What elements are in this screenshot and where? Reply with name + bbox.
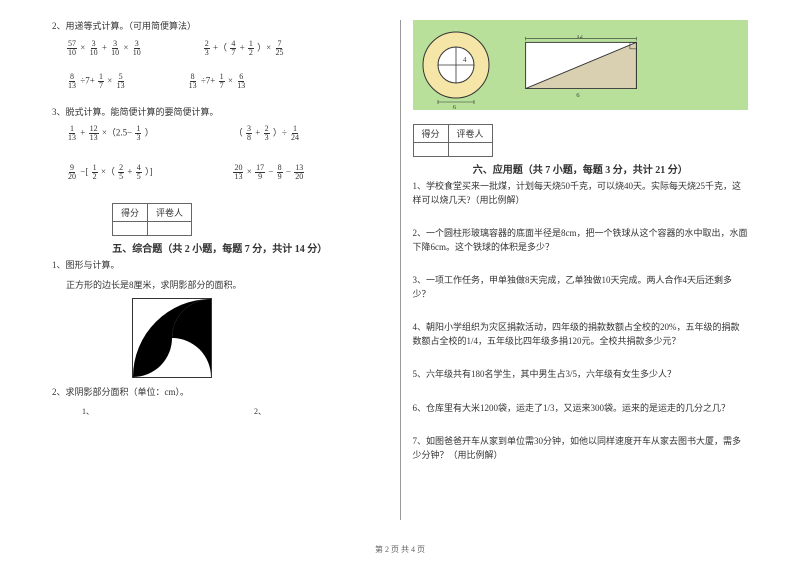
score-h2-r: 评卷人 <box>448 125 492 143</box>
geometry-panel: 4 6 12 6 <box>413 20 749 110</box>
score-table-left: 得分评卷人 <box>112 203 192 236</box>
score-h1: 得分 <box>113 204 148 222</box>
q2-expr-d: 813 ÷7+ 17 × 613 <box>187 73 248 90</box>
q2-title: 2、用递等式计算。（可用简便算法） <box>52 20 388 34</box>
section6-title: 六、应用题（共 7 小题，每题 3 分，共计 21 分） <box>413 161 749 176</box>
q6-6: 6、仓库里有大米1200袋，运走了1/3，又运来300袋。运来的是运走的几分之几… <box>413 402 749 416</box>
q3-row1: 113 + 1213 ×（2.5− 13 ） （ 38 + 23 ）÷ 124 <box>66 125 388 142</box>
rect-width-label: 12 <box>576 35 582 40</box>
q6-2: 2、一个圆柱形玻璃容器的底面半径是8cm，把一个铁球从这个容器的水中取出，水面下… <box>413 227 749 254</box>
q3-expr-b: （ 38 + 23 ）÷ 124 <box>234 125 301 142</box>
score-h2: 评卷人 <box>148 204 192 222</box>
section5-title: 五、综合题（共 2 小题，每题 7 分，共计 14 分） <box>52 240 388 255</box>
page-footer: 第 2 页 共 4 页 <box>0 544 800 555</box>
q5-1-title: 1、图形与计算。 <box>52 259 388 273</box>
q6-4: 4、朝阳小学组织为灾区捐款活动，四年级的捐款数额占全校的20%，五年级的捐款数额… <box>413 321 749 348</box>
q2-expr-c: 813 ÷7+ 17 × 513 <box>66 73 127 90</box>
q6-3: 3、一项工作任务，甲单独做8天完成，乙单独做10天完成。两人合作4天后还剩多少？ <box>413 274 749 301</box>
q5-2-n2: 2、 <box>254 406 266 417</box>
rect-base-label: 6 <box>576 92 580 99</box>
score-h1-r: 得分 <box>413 125 448 143</box>
score-table-right: 得分评卷人 <box>413 124 493 157</box>
q3-title: 3、脱式计算。能简便计算的要简便计算。 <box>52 106 388 120</box>
q2-row1: 5710 × 310 + 310 × 310 23 +（ 47 + 12 ）× … <box>66 40 388 57</box>
circle-radius-label: 4 <box>463 56 467 64</box>
q2-row2: 813 ÷7+ 17 × 513 813 ÷7+ 17 × 613 <box>66 73 388 90</box>
ring-figure: 4 6 <box>421 30 491 100</box>
q2-expr-a: 5710 × 310 + 310 × 310 <box>66 40 143 57</box>
q3-expr-a: 113 + 1213 ×（2.5− 13 ） <box>66 125 154 142</box>
q3-expr-d: 2013 × 179 − 89 − 1320 <box>232 164 305 181</box>
q3-expr-c: 920 −[ 12 ×（ 25 + 45 ）] <box>66 164 152 181</box>
q5-2-nums: 1、 2、 <box>82 406 388 417</box>
left-column: 2、用递等式计算。（可用简便算法） 5710 × 310 + 310 × 310… <box>40 20 401 520</box>
q5-2-n1: 1、 <box>82 406 94 417</box>
q6-7: 7、如图爸爸开车从家到单位需30分钟，如他以同样速度开车从家去图书大厦，需多少分… <box>413 435 749 462</box>
q5-2-title: 2、求阴影部分面积（单位：cm）。 <box>52 386 388 400</box>
svg-text:6: 6 <box>453 105 456 110</box>
q3-row2: 920 −[ 12 ×（ 25 + 45 ）] 2013 × 179 − 89 … <box>66 164 388 181</box>
q5-1-sub: 正方形的边长是8厘米，求阴影部分的面积。 <box>66 279 388 293</box>
right-column: 4 6 12 6 <box>401 20 761 520</box>
rect-triangle-figure: 12 6 <box>521 35 641 95</box>
q6-1: 1、学校食堂买来一批煤，计划每天烧50千克，可以烧40天。实际每天烧25千克，这… <box>413 180 749 207</box>
q6-5: 5、六年级共有180名学生，其中男生占3/5，六年级有女生多少人？ <box>413 368 749 382</box>
q2-expr-b: 23 +（ 47 + 12 ）× 725 <box>203 40 286 57</box>
square-shadow-figure <box>132 298 212 378</box>
